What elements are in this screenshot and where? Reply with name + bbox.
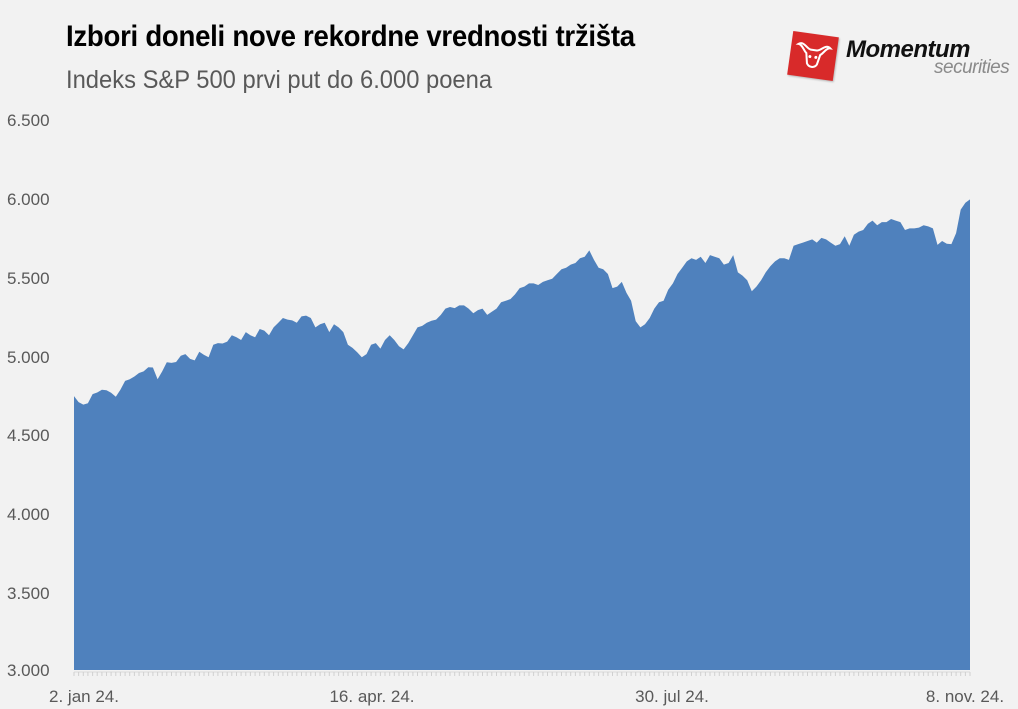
chart-subtitle: Indeks S&P 500 prvi put do 6.000 poena bbox=[66, 66, 493, 94]
x-tick-label: 30. jul 24. bbox=[635, 687, 709, 706]
chart-title: Izbori doneli nove rekordne vrednosti tr… bbox=[66, 20, 635, 53]
y-tick-label: 4.500 bbox=[7, 426, 50, 445]
logo-tagline: securities bbox=[934, 57, 1010, 78]
momentum-logo: Momentum securities bbox=[787, 30, 1018, 82]
sp500-area-series bbox=[74, 199, 970, 670]
x-tick-label: 2. jan 24. bbox=[49, 687, 119, 706]
y-tick-label: 3.500 bbox=[7, 584, 50, 603]
y-tick-label: 6.000 bbox=[7, 190, 50, 209]
y-tick-label: 6.500 bbox=[7, 111, 50, 130]
y-tick-label: 5.000 bbox=[7, 348, 50, 367]
x-tick-label: 8. nov. 24. bbox=[925, 687, 1005, 706]
y-tick-label: 4.000 bbox=[7, 505, 50, 524]
x-tick-label: 16. apr. 24. bbox=[329, 687, 415, 706]
y-tick-label: 3.000 bbox=[7, 661, 50, 680]
x-axis-minor-ticks bbox=[73, 671, 971, 676]
bull-icon bbox=[787, 31, 839, 81]
logo-name: Momentum bbox=[846, 36, 971, 63]
y-tick-label: 5.500 bbox=[7, 269, 50, 288]
